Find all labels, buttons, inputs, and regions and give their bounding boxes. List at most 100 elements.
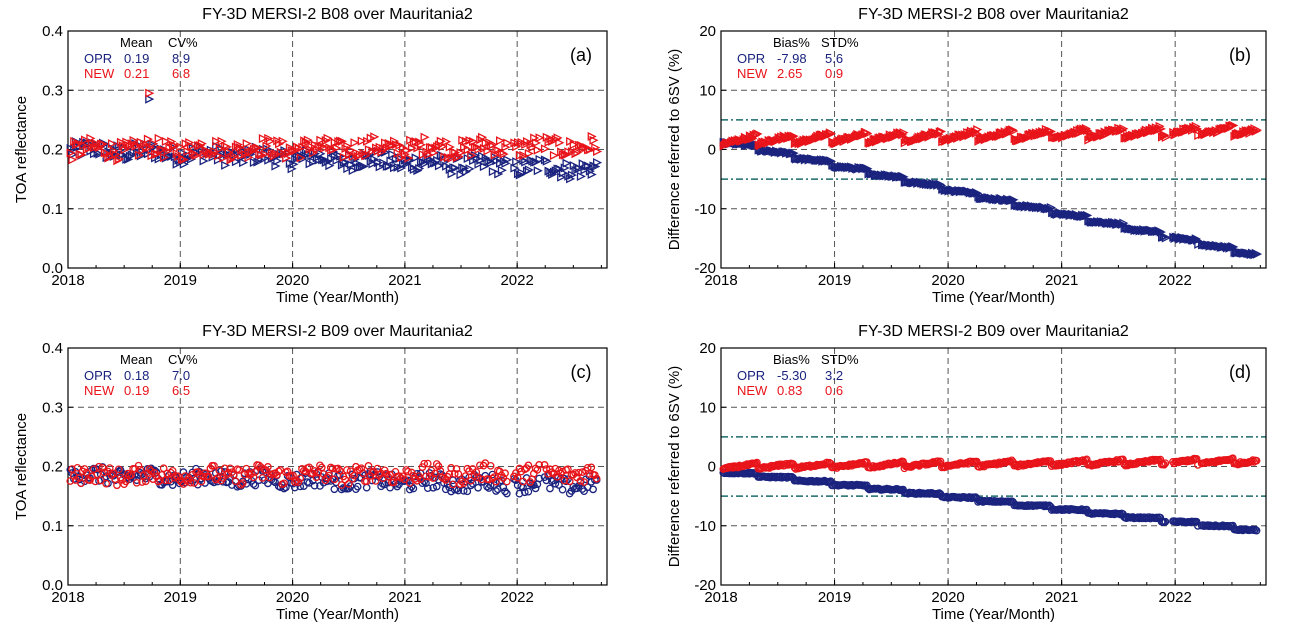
data-point (477, 475, 486, 484)
data-point (460, 163, 470, 173)
data-point (237, 480, 245, 489)
data-point (109, 146, 119, 156)
data-point (312, 144, 322, 154)
data-point (290, 483, 299, 492)
data-point (1119, 124, 1129, 134)
y-tick-label: 10 (699, 399, 716, 416)
data-point (434, 161, 445, 171)
data-point (384, 472, 393, 481)
y-tick-label: 0.0 (42, 260, 63, 277)
data-point (114, 465, 123, 474)
data-point (1251, 525, 1260, 534)
data-point (521, 139, 531, 149)
data-point (560, 476, 569, 485)
data-point (269, 151, 279, 161)
data-point (145, 88, 155, 98)
stats-header-1: Bias% (773, 35, 810, 50)
data-point (147, 467, 155, 475)
data-point (348, 165, 358, 176)
data-point (423, 459, 432, 468)
data-point (278, 136, 288, 146)
stats-header-1: Mean (120, 35, 153, 50)
data-point (212, 136, 222, 146)
data-point (289, 471, 297, 480)
data-point (197, 477, 206, 486)
data-point (936, 126, 947, 136)
stats-value-1: 0.18 (124, 368, 149, 383)
data-point (405, 479, 414, 487)
data-point (589, 485, 597, 494)
data-point (163, 146, 173, 156)
data-point (459, 479, 468, 488)
data-point (116, 137, 127, 147)
data-point (1161, 132, 1171, 142)
stats-header-2: CV% (168, 352, 198, 367)
data-point (98, 464, 107, 472)
data-point (495, 136, 506, 146)
data-point (82, 468, 91, 477)
data-point (301, 138, 312, 148)
x-tick-label: 2021 (1045, 589, 1078, 606)
data-point (264, 133, 274, 144)
data-point (436, 467, 445, 475)
data-point (296, 153, 306, 163)
data-point (186, 478, 195, 487)
data-point (204, 472, 213, 481)
panel-b: 2018 2019 2020 2021 2022 -20 -10 0 10 20 FY-3D MER… (666, 6, 1267, 306)
data-point (535, 133, 545, 143)
data-point (1160, 460, 1169, 469)
data-point (105, 464, 114, 472)
data-point (161, 136, 171, 147)
data-point (1252, 125, 1263, 135)
data-point (199, 156, 209, 166)
data-point (423, 484, 432, 493)
data-point (467, 481, 475, 490)
y-tick-label: 20 (699, 23, 716, 40)
data-point (535, 154, 545, 165)
data-point (474, 483, 482, 492)
data-point (470, 472, 479, 480)
data-point (359, 161, 369, 172)
data-point (323, 133, 333, 143)
data-point (335, 466, 344, 475)
data-point (337, 136, 347, 146)
data-point (535, 474, 544, 483)
data-point (260, 149, 270, 159)
data-point (587, 169, 597, 180)
data-point (546, 484, 554, 493)
x-tick-label: 2020 (276, 272, 309, 289)
data-point (280, 479, 288, 488)
data-point (172, 148, 182, 158)
data-point (413, 166, 423, 176)
data-point (330, 475, 339, 484)
data-point (899, 128, 909, 138)
data-point (244, 152, 254, 162)
data-point (413, 476, 421, 485)
data-point (526, 140, 536, 150)
data-point (68, 150, 78, 160)
data-point (238, 479, 247, 487)
data-point (436, 136, 446, 146)
data-point (321, 136, 331, 146)
y-tick-label: 0 (708, 142, 716, 159)
data-point (273, 471, 281, 479)
x-tick-label: 2020 (276, 589, 309, 606)
data-point (143, 134, 153, 144)
data-point (1160, 130, 1170, 140)
y-tick-label: -20 (694, 260, 716, 277)
data-point (1248, 525, 1257, 534)
data-point (107, 139, 118, 149)
x-tick-label: 2022 (1158, 272, 1191, 289)
data-point (215, 144, 225, 154)
data-point (576, 477, 585, 485)
panel-letter: (a) (570, 45, 592, 65)
data-point (404, 467, 412, 476)
y-tick-label: 0.2 (42, 142, 63, 159)
data-point (350, 138, 360, 148)
data-point (213, 151, 224, 161)
data-point (361, 151, 371, 161)
panel-d: 2018 2019 2020 2021 2022 -20 -10 0 10 20 FY-3D MER… (666, 323, 1267, 623)
data-point (330, 485, 339, 494)
data-point (258, 474, 267, 482)
data-point (222, 142, 233, 152)
